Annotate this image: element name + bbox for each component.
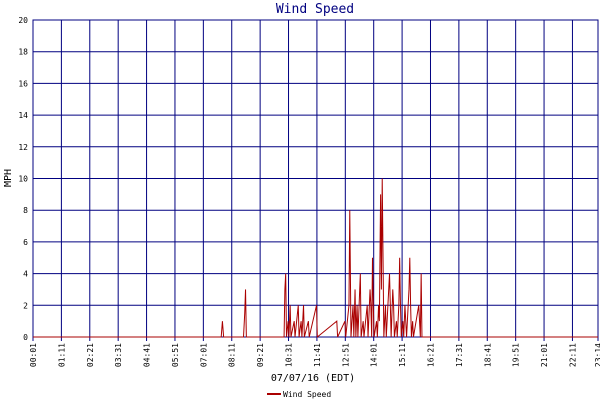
x-tick-label: 12:51 bbox=[341, 343, 350, 367]
x-tick-label: 16:21 bbox=[426, 343, 435, 367]
x-tick-label: 23:14 bbox=[594, 343, 600, 367]
y-tick-label: 10 bbox=[18, 175, 28, 184]
x-tick-label: 17:31 bbox=[455, 343, 464, 367]
y-tick-label: 20 bbox=[18, 16, 28, 25]
x-tick-label: 08:11 bbox=[228, 343, 237, 367]
x-tick-label: 14:01 bbox=[370, 343, 379, 367]
grid bbox=[32, 19, 599, 341]
x-tick-label: 10:31 bbox=[285, 343, 294, 367]
x-tick-label: 19:51 bbox=[512, 343, 521, 367]
legend-label: Wind Speed bbox=[283, 390, 331, 399]
y-axis-label: MPH bbox=[3, 169, 14, 187]
x-tick-label: 05:51 bbox=[171, 343, 180, 367]
x-tick-label: 07:01 bbox=[199, 343, 208, 367]
y-tick-label: 4 bbox=[23, 270, 28, 279]
legend: Wind Speed bbox=[267, 390, 331, 399]
x-tick-label: 01:11 bbox=[57, 343, 66, 367]
y-tick-label: 6 bbox=[23, 238, 28, 247]
x-axis-ticks: 00:01 01:11 02:21 03:31 04:41 05:51 07:01 08:11… bbox=[29, 343, 600, 367]
chart-title: Wind Speed bbox=[276, 2, 354, 17]
x-tick-label: 04:41 bbox=[143, 343, 152, 367]
x-tick-label: 11:41 bbox=[313, 343, 322, 367]
x-axis-label: 07/07/16 (EDT) bbox=[271, 373, 355, 384]
y-tick-label: 8 bbox=[23, 206, 28, 215]
x-tick-label: 03:31 bbox=[114, 343, 123, 367]
y-tick-label: 2 bbox=[23, 301, 28, 310]
x-tick-label: 18:41 bbox=[483, 343, 492, 367]
x-tick-label: 21:01 bbox=[540, 343, 549, 367]
y-tick-label: 14 bbox=[18, 111, 28, 120]
series-layer bbox=[33, 178, 598, 339]
x-tick-label: 09:21 bbox=[256, 343, 265, 367]
plot-frame bbox=[32, 19, 599, 338]
y-tick-label: 0 bbox=[23, 333, 28, 342]
x-tick-label: 00:01 bbox=[29, 343, 38, 367]
y-tick-label: 18 bbox=[18, 48, 28, 57]
x-tick-label: 02:21 bbox=[86, 343, 95, 367]
y-tick-label: 16 bbox=[18, 79, 28, 88]
x-tick-label: 15:11 bbox=[398, 343, 407, 367]
y-axis-ticks: 0 2 4 6 8 10 12 14 16 18 20 bbox=[18, 16, 28, 342]
y-tick-label: 12 bbox=[18, 143, 28, 152]
x-tick-label: 22:11 bbox=[568, 343, 577, 367]
series-line-wind-speed bbox=[33, 178, 598, 339]
